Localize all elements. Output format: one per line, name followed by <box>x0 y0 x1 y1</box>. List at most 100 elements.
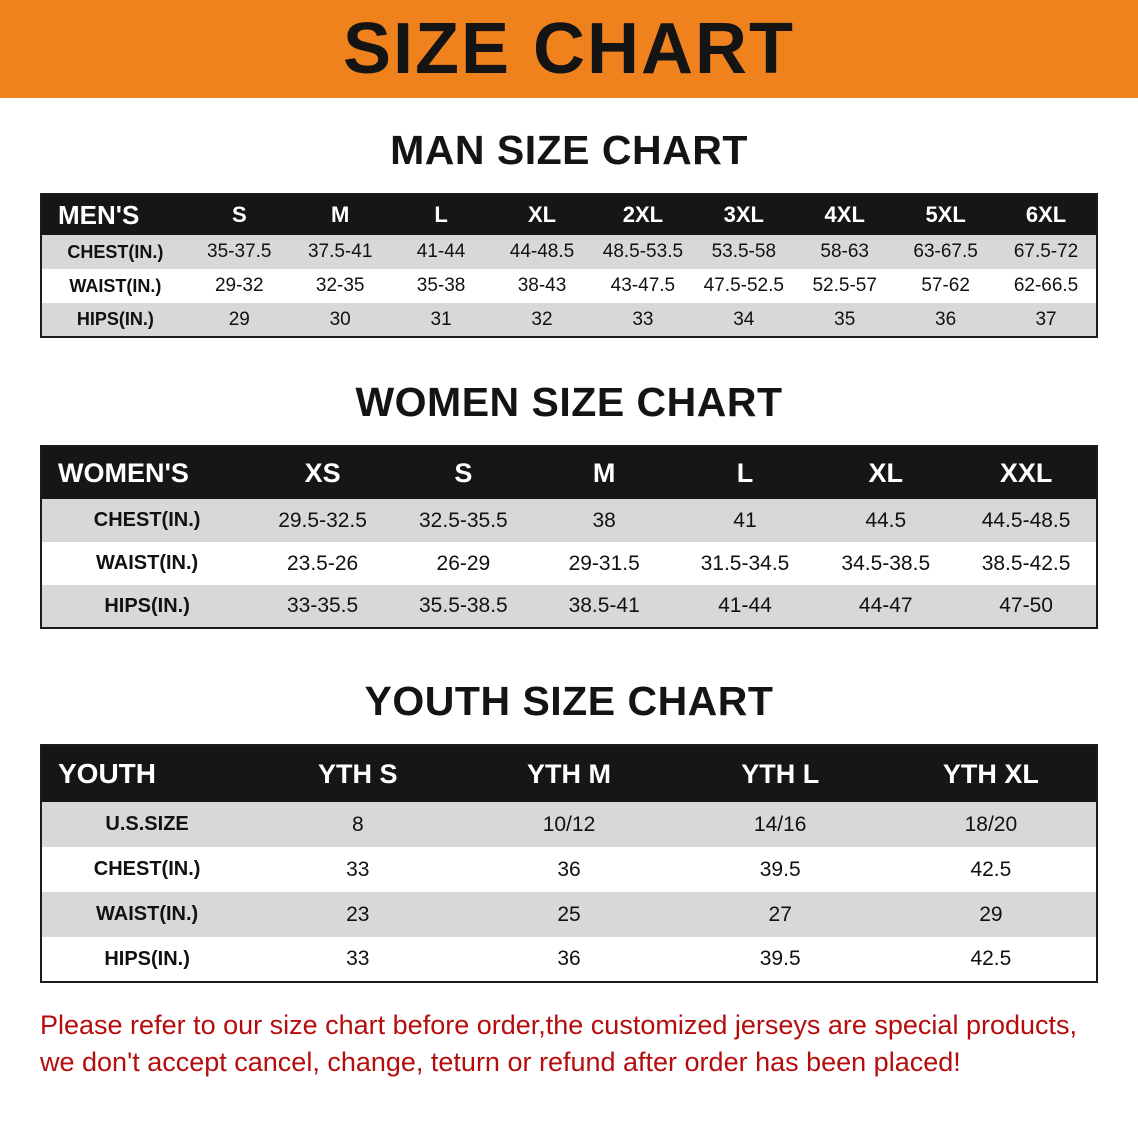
size-value: 32.5-35.5 <box>419 508 508 532</box>
size-value: 31 <box>430 308 452 330</box>
size-value: 34 <box>733 308 755 330</box>
row-label: HIPS(IN.) <box>76 309 154 330</box>
size-value: 38.5-42.5 <box>981 551 1071 575</box>
size-column-header: L <box>674 446 816 500</box>
size-column-header: XXL <box>956 446 1097 500</box>
table-row: HIPS(IN.) 33-35.5 35.5-38.5 38.5-41 41-44 44-… <box>41 585 1097 629</box>
row-label: WAIST(IN.) <box>95 903 199 926</box>
size-value: 36 <box>557 947 581 971</box>
size-value: 14/16 <box>753 812 807 836</box>
table-header-row: MEN'S S M L XL 2XL 3XL 4XL 5XL 6XL <box>41 194 1097 236</box>
size-table: MEN'S S M L XL 2XL 3XL 4XL 5XL 6XL CHEST(IN.) 35-37… <box>40 193 1098 339</box>
table-header-row: WOMEN'S XS S M L XL XXL <box>41 446 1097 500</box>
size-column-header: 4XL <box>794 194 896 236</box>
size-value: 32 <box>531 308 553 330</box>
size-column-header: XL <box>491 194 593 236</box>
size-column-header: M <box>289 194 391 236</box>
table-row: WAIST(IN.) 23.5-26 26-29 29-31.5 31.5-34.5 34… <box>41 542 1097 586</box>
size-value: 44-47 <box>858 594 913 618</box>
size-column-header: S <box>188 194 290 236</box>
table-row: CHEST(IN.) 35-37.5 37.5-41 41-44 44-48.5 48.5… <box>41 235 1097 270</box>
size-value: 23.5-26 <box>286 551 359 575</box>
table-row: HIPS(IN.) 29 30 31 32 33 34 35 36 37 <box>41 303 1097 338</box>
banner: SIZE CHART <box>0 0 1138 98</box>
size-value: 29 <box>979 902 1003 926</box>
table-row: CHEST(IN.) 33 36 39.5 42.5 <box>41 847 1097 893</box>
size-value: 39.5 <box>759 857 801 881</box>
page-title: SIZE CHART <box>343 9 795 89</box>
size-value: 38-43 <box>517 275 567 297</box>
row-label: CHEST(IN.) <box>93 858 201 881</box>
size-value: 33 <box>632 308 654 330</box>
row-label: CHEST(IN.) <box>93 509 201 532</box>
table-row: U.S.SIZE 8 10/12 14/16 18/20 <box>41 802 1097 848</box>
size-value: 37.5-41 <box>307 241 373 263</box>
size-value: 32-35 <box>315 275 365 297</box>
disclaimer-line-2: we don't accept cancel, change, teturn o… <box>40 1046 961 1077</box>
size-column-header: M <box>533 446 675 500</box>
size-value: 38.5-41 <box>568 594 640 618</box>
size-table: WOMEN'S XS S M L XL XXL CHEST(IN.) 29.5-32.5 32.5… <box>40 445 1098 630</box>
size-value: 44.5-48.5 <box>981 508 1071 532</box>
size-value: 36 <box>557 857 581 881</box>
table-header-row: YOUTH YTH S YTH M YTH L YTH XL <box>41 745 1097 803</box>
size-column-header: L <box>390 194 492 236</box>
table-category-header: YOUTH <box>41 745 253 803</box>
men-section-heading: MAN SIZE CHART <box>390 127 748 173</box>
size-value: 8 <box>351 812 364 836</box>
table-row: WAIST(IN.) 29-32 32-35 35-38 38-43 43-47.5 47.… <box>41 269 1097 304</box>
size-value: 18/20 <box>964 812 1018 836</box>
size-value: 29 <box>228 308 250 330</box>
row-label: WAIST(IN.) <box>69 275 162 296</box>
size-value: 44.5 <box>865 508 907 532</box>
size-value: 25 <box>557 902 581 926</box>
size-value: 38 <box>592 508 616 532</box>
size-column-header: YTH S <box>252 745 464 803</box>
row-label: HIPS(IN.) <box>104 594 190 617</box>
table-category-header: MEN'S <box>41 194 189 236</box>
table-row: WAIST(IN.) 23 25 27 29 <box>41 892 1097 938</box>
size-value: 47-50 <box>999 594 1053 618</box>
size-value: 37 <box>1035 308 1057 330</box>
size-value: 41-44 <box>416 241 466 263</box>
size-column-header: YTH L <box>674 745 886 803</box>
table-row: HIPS(IN.) 33 36 39.5 42.5 <box>41 937 1097 983</box>
size-value: 30 <box>329 308 351 330</box>
size-value: 52.5-57 <box>812 275 877 297</box>
size-value: 36 <box>935 308 957 330</box>
size-column-header: 2XL <box>592 194 694 236</box>
size-value: 29-32 <box>214 275 264 297</box>
women-size-chart-section: WOMEN SIZE CHART WOMEN'S XS S M L XL XXL CHEST(… <box>0 379 1138 630</box>
row-label: HIPS(IN.) <box>104 947 190 970</box>
size-value: 43-47.5 <box>610 275 676 297</box>
disclaimer-line-1: Please refer to our size chart before or… <box>40 1010 1078 1041</box>
men-size-table: MEN'S S M L XL 2XL 3XL 4XL 5XL 6XL CHEST(IN.) 35-37… <box>40 193 1098 339</box>
size-value: 29-31.5 <box>568 551 640 575</box>
size-value: 33 <box>346 857 370 881</box>
youth-size-chart-section: YOUTH SIZE CHART YOUTH YTH S YTH M YTH L YTH… <box>0 678 1138 984</box>
size-value: 33-35.5 <box>286 594 359 618</box>
row-label: WAIST(IN.) <box>95 552 199 575</box>
size-column-header: XL <box>815 446 957 500</box>
size-column-header: YTH M <box>463 745 675 803</box>
table-row: CHEST(IN.) 29.5-32.5 32.5-35.5 38 41 44.5 44.5… <box>41 499 1097 543</box>
women-size-table: WOMEN'S XS S M L XL XXL CHEST(IN.) 29.5-32.5 32.5… <box>40 445 1098 630</box>
size-value: 27 <box>768 902 792 926</box>
size-value: 23 <box>346 902 370 926</box>
size-value: 29.5-32.5 <box>278 508 367 532</box>
row-label: U.S.SIZE <box>105 813 189 836</box>
size-column-header: 6XL <box>996 194 1097 236</box>
size-value: 53.5-58 <box>711 241 777 263</box>
size-value: 44-48.5 <box>509 241 575 263</box>
size-value: 33 <box>346 947 370 971</box>
size-value: 35 <box>834 308 856 330</box>
men-size-chart-section: MAN SIZE CHART MEN'S S M L XL 2XL 3XL 4XL 5XL 6XL… <box>0 127 1138 339</box>
size-value: 31.5-34.5 <box>700 551 790 575</box>
disclaimer: Please refer to our size chart before or… <box>0 1007 1138 1080</box>
size-value: 35.5-38.5 <box>419 594 508 618</box>
size-value: 62-66.5 <box>1013 275 1079 297</box>
size-value: 34.5-38.5 <box>841 551 931 575</box>
size-column-header: S <box>392 446 534 500</box>
youth-section-heading: YOUTH SIZE CHART <box>364 678 774 725</box>
